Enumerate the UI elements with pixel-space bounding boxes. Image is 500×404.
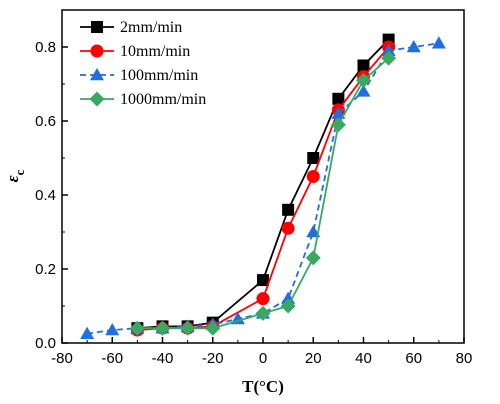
series-2-point-0	[80, 326, 95, 339]
series-3-point-0	[129, 320, 145, 336]
series-2-point-12	[381, 43, 396, 56]
legend-label-1: 10mm/min	[120, 43, 190, 60]
x-tick-label-4: 0	[259, 350, 267, 367]
y-tick-label-1: 0.2	[35, 261, 56, 278]
legend-label-0: 2mm/min	[120, 19, 182, 36]
legend-item-0: 2mm/min	[80, 19, 182, 36]
x-tick-label-5: 20	[305, 350, 322, 367]
series-0-point-6	[307, 152, 320, 164]
x-tick-label-6: 40	[355, 350, 372, 367]
x-tick-label-2: -40	[152, 350, 174, 367]
x-tick-label-1: -60	[101, 350, 123, 367]
y-axis-title: εc	[3, 169, 27, 182]
series-1-point-4	[256, 292, 270, 306]
series-3-point-1	[155, 320, 170, 336]
legend-label-2: 100mm/min	[120, 67, 198, 84]
series-3-point-5	[280, 298, 296, 314]
x-axis-title: T(°C)	[242, 377, 284, 396]
legend-item-1: 10mm/min	[80, 43, 190, 60]
legend-marker-2	[90, 68, 104, 81]
series-1	[130, 40, 396, 337]
x-tick-label-3: -20	[202, 350, 224, 367]
series-2-point-14	[431, 36, 446, 49]
y-tick-label-4: 0.8	[35, 39, 56, 56]
legend-marker-3	[89, 91, 105, 107]
series-0-point-8	[357, 59, 370, 72]
legend-marker-0	[91, 21, 103, 33]
x-tick-label-7: 60	[405, 350, 422, 367]
series-3-point-7	[330, 117, 346, 133]
series-line-3	[137, 57, 390, 330]
y-tick-label-0: 0.0	[35, 335, 56, 352]
y-tick-label-2: 0.4	[35, 187, 56, 204]
legend-label-3: 1000mm/min	[120, 91, 206, 108]
legend-item-3: 1000mm/min	[80, 91, 206, 108]
series-3-point-4	[255, 305, 271, 321]
series-2-point-9	[306, 225, 321, 238]
series-3-point-6	[305, 250, 321, 266]
legend-item-2: 100mm/min	[80, 67, 198, 84]
x-tick-label-8: 80	[456, 350, 473, 367]
series-0-point-5	[282, 203, 295, 216]
series-1-point-5	[281, 221, 295, 235]
series-3-point-3	[205, 320, 221, 336]
legend-marker-1	[90, 44, 104, 58]
series-line-1	[137, 46, 390, 331]
series-2-point-10	[331, 106, 346, 119]
series-3-point-2	[180, 320, 196, 336]
series-3-point-9	[381, 50, 397, 66]
y-tick-label-3: 0.6	[35, 113, 56, 130]
series-line-2	[86, 42, 440, 335]
series-2-point-13	[406, 40, 421, 53]
series-3	[129, 50, 397, 336]
series-line-0	[137, 38, 390, 330]
series-0-point-4	[257, 274, 269, 287]
x-tick-label-0: -80	[51, 350, 73, 367]
series-3-point-8	[356, 72, 371, 88]
series-1-point-6	[306, 170, 320, 183]
series-0-point-7	[332, 92, 345, 105]
series-2-point-1	[105, 323, 120, 336]
series-2-point-11	[356, 84, 371, 97]
